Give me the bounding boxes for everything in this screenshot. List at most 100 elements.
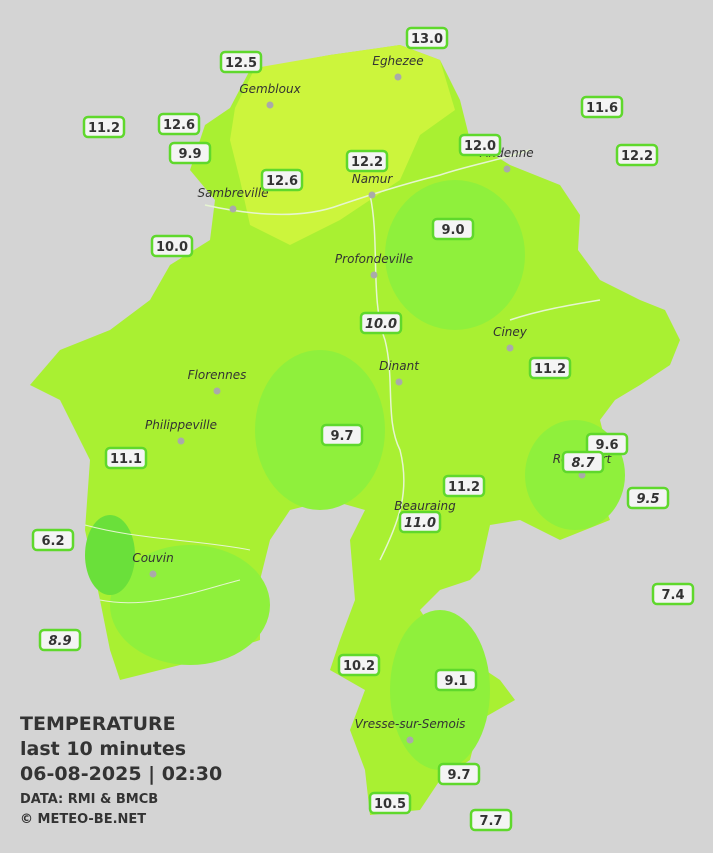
city-label: Florennes bbox=[188, 368, 247, 382]
station: 12.2 bbox=[615, 143, 659, 167]
river bbox=[204, 149, 601, 561]
station: 9.7 bbox=[437, 762, 481, 786]
station-box bbox=[561, 450, 605, 474]
city-dot bbox=[370, 271, 378, 279]
station-box bbox=[31, 528, 75, 552]
station-box bbox=[337, 653, 381, 677]
station-box bbox=[320, 423, 364, 447]
station-box bbox=[626, 486, 670, 510]
city-label: Beauraing bbox=[394, 499, 456, 513]
station-box bbox=[398, 510, 442, 534]
station-value: 11.2 bbox=[448, 480, 480, 495]
station: 9.9 bbox=[168, 141, 212, 165]
station: 11.2 bbox=[528, 356, 572, 380]
station-value: 9.9 bbox=[178, 147, 201, 162]
station: 12.6 bbox=[157, 112, 201, 136]
station-value: 9.1 bbox=[444, 674, 467, 689]
city-dot bbox=[149, 570, 157, 578]
station-box bbox=[104, 446, 148, 470]
station-value: 6.2 bbox=[41, 534, 64, 549]
station: 11.2 bbox=[82, 115, 126, 139]
station: 12.2 bbox=[345, 149, 389, 173]
station-value: 10.2 bbox=[343, 659, 375, 674]
city-dot bbox=[395, 378, 403, 386]
station-value: 11.2 bbox=[534, 362, 566, 377]
city-label: Sambreville bbox=[197, 186, 268, 200]
station: 9.7 bbox=[320, 423, 364, 447]
station-value: 8.7 bbox=[571, 456, 595, 471]
station-value: 11.0 bbox=[404, 516, 436, 531]
legend-datetime: 06-08-2025 | 02:30 bbox=[20, 763, 222, 785]
station-value: 12.0 bbox=[464, 139, 496, 154]
city-label: Eghezee bbox=[372, 54, 423, 68]
city-dot bbox=[229, 205, 237, 213]
station: 12.6 bbox=[260, 168, 304, 192]
station: 8.9 bbox=[38, 628, 82, 652]
station-value: 12.5 bbox=[225, 56, 257, 71]
city-dot bbox=[368, 191, 376, 199]
cold-zone bbox=[85, 515, 135, 595]
station-value: 12.6 bbox=[163, 118, 195, 133]
station: 8.7 bbox=[561, 450, 605, 474]
station-box bbox=[345, 149, 389, 173]
station-box bbox=[150, 234, 194, 258]
station: 9.1 bbox=[434, 668, 478, 692]
station: 9.6 bbox=[585, 432, 629, 456]
station-box bbox=[615, 143, 659, 167]
station: 7.7 bbox=[469, 808, 513, 832]
station: 6.2 bbox=[31, 528, 75, 552]
city-dot bbox=[506, 344, 514, 352]
station-value: 9.5 bbox=[636, 492, 659, 507]
station-box bbox=[585, 432, 629, 456]
station-box bbox=[82, 115, 126, 139]
station-value: 12.2 bbox=[621, 149, 653, 164]
station: 11.0 bbox=[398, 510, 442, 534]
cool-zone bbox=[255, 350, 385, 510]
station-value: 11.2 bbox=[88, 121, 120, 136]
station-value: 12.2 bbox=[351, 155, 383, 170]
station-value: 9.7 bbox=[447, 768, 470, 783]
city-label: Gembloux bbox=[239, 82, 301, 96]
city-label: Profondeville bbox=[335, 252, 413, 266]
border-line bbox=[84, 524, 251, 604]
station: 11.6 bbox=[580, 95, 624, 119]
station-box bbox=[359, 311, 403, 335]
station-value: 10.0 bbox=[156, 240, 188, 255]
warm-zone bbox=[230, 45, 455, 245]
station: 12.5 bbox=[219, 50, 263, 74]
station: 9.0 bbox=[431, 217, 475, 241]
station-value: 12.6 bbox=[266, 174, 298, 189]
city-dot bbox=[503, 165, 511, 173]
city-dot bbox=[406, 736, 414, 744]
city-label: Namur bbox=[352, 172, 394, 186]
legend-copyright: © METEO-BE.NET bbox=[20, 812, 146, 827]
station-value: 10.0 bbox=[365, 317, 397, 332]
city-label: Couvin bbox=[132, 551, 173, 565]
station-value: 7.7 bbox=[479, 814, 502, 829]
station: 11.1 bbox=[104, 446, 148, 470]
city-dot bbox=[394, 73, 402, 81]
city-dot bbox=[177, 437, 185, 445]
station-value: 13.0 bbox=[411, 32, 443, 47]
station-value: 7.4 bbox=[661, 588, 684, 603]
station-value: 8.9 bbox=[48, 634, 71, 649]
station-box bbox=[434, 668, 478, 692]
station-box bbox=[651, 582, 695, 606]
station: 11.2 bbox=[442, 474, 486, 498]
station: 10.0 bbox=[359, 311, 403, 335]
station-value: 11.1 bbox=[110, 452, 142, 467]
station-box bbox=[580, 95, 624, 119]
city-label: Vresse-sur-Semois bbox=[355, 717, 466, 731]
station-box bbox=[38, 628, 82, 652]
station-box bbox=[368, 791, 412, 815]
station: 9.5 bbox=[626, 486, 670, 510]
station-value: 9.6 bbox=[595, 438, 618, 453]
legend-source: DATA: RMI & BMCB bbox=[20, 792, 158, 807]
station: 10.2 bbox=[337, 653, 381, 677]
station: 7.4 bbox=[651, 582, 695, 606]
station-box bbox=[431, 217, 475, 241]
station: 13.0 bbox=[405, 26, 449, 50]
legend-period: last 10 minutes bbox=[20, 738, 186, 760]
